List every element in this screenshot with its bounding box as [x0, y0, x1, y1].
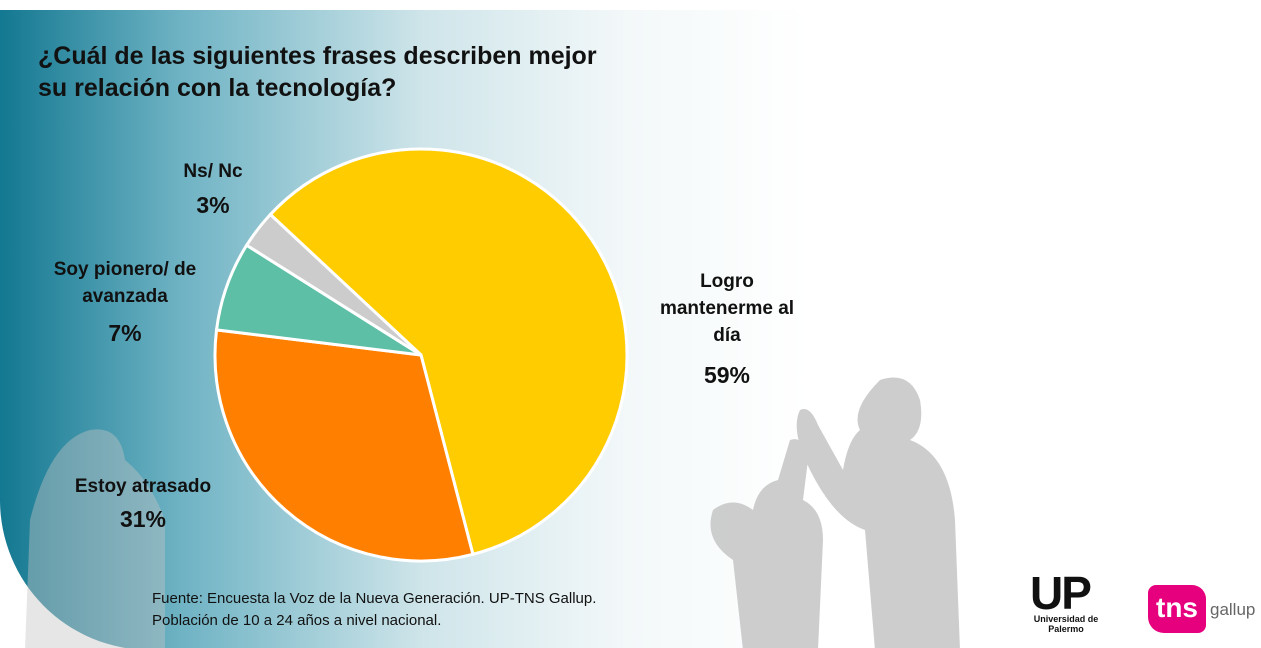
pie-slice: [213, 328, 475, 563]
value-label: 3%: [196, 192, 230, 218]
slice-label: Logro mantenerme al día: [659, 271, 795, 346]
value-label: 7%: [108, 320, 142, 346]
logo-up-subtitle: Universidad de Palermo: [1033, 614, 1099, 634]
source-note: Fuente: Encuesta la Voz de la Nueva Gene…: [152, 590, 597, 607]
value-label: 59%: [703, 362, 751, 388]
pie-slice: [268, 147, 629, 557]
logo-gallup: gallup: [1210, 600, 1256, 619]
silhouettes: [25, 377, 960, 648]
chart-title: ¿Cuál de las siguientes frases describen…: [38, 42, 597, 102]
slice-label: Soy pionero/ de avanzada: [53, 259, 197, 307]
source-note: Población de 10 a 24 años a nivel nacion…: [152, 612, 442, 629]
logo-up: UP: [1030, 567, 1092, 619]
slice-label: Estoy atrasado: [74, 476, 212, 497]
logo-tns: tns: [1148, 585, 1206, 633]
slice-label: Ns/ Nc: [183, 161, 243, 182]
value-label: 31%: [119, 506, 167, 532]
pie-slice: [244, 212, 423, 357]
